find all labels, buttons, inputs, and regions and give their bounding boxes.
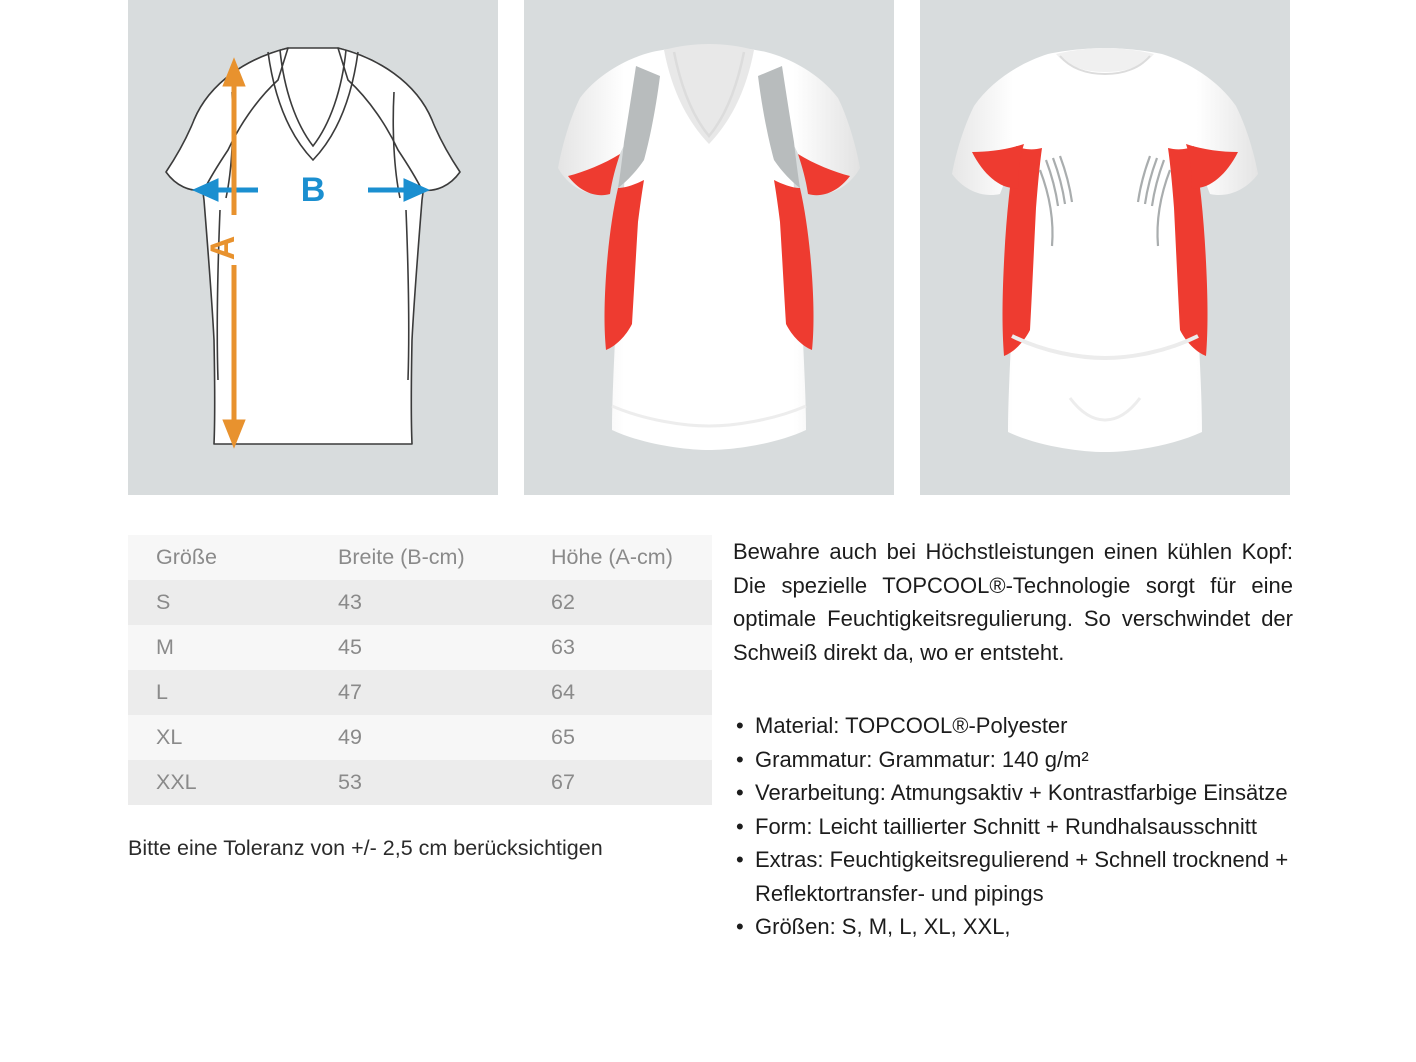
cell-width: 49 (338, 725, 362, 749)
spec-text: Extras: Feuchtigkeitsregulierend + Schne… (755, 847, 1289, 906)
bullet-icon: • (736, 746, 744, 772)
cell-height: 67 (551, 770, 575, 794)
list-item: • Grammatur: Grammatur: 140 g/m² (733, 743, 1299, 777)
width-measure-arrow (191, 178, 431, 202)
cell-width: 47 (338, 680, 362, 704)
bullet-icon: • (736, 713, 744, 738)
cell-width: 45 (338, 635, 362, 659)
description-column: Bewahre auch bei Höchstleistungen einen … (733, 535, 1293, 944)
size-chart-table: Größe Breite (B-cm) Höhe (A-cm) S 43 62 … (128, 535, 712, 805)
table-row: L 47 64 (128, 670, 712, 715)
list-item: • Verarbeitung: Atmungsaktiv + Kontrastf… (733, 776, 1299, 810)
height-label-A: A (204, 236, 242, 261)
reflector-marking-right (1136, 155, 1172, 247)
bullet-icon: • (736, 813, 744, 839)
table-row: M 45 63 (128, 625, 712, 670)
cell-width: 53 (338, 770, 362, 794)
column-header-width: Breite (B-cm) (338, 545, 465, 569)
cell-size: M (156, 635, 174, 659)
table-row: S 43 62 (128, 580, 712, 625)
bullet-icon: • (736, 780, 744, 805)
cell-width: 43 (338, 590, 362, 614)
product-image-front-view[interactable] (524, 0, 894, 495)
product-image-gallery: B A (128, 0, 1290, 495)
spec-text: Material: TOPCOOL®-Polyester (755, 713, 1068, 738)
cell-height: 65 (551, 725, 575, 749)
bullet-icon: • (736, 914, 744, 939)
list-item: • Form: Leicht taillierter Schnitt + Run… (733, 810, 1299, 844)
cell-height: 63 (551, 635, 575, 659)
table-header-row: Größe Breite (B-cm) Höhe (A-cm) (128, 535, 712, 580)
column-header-size: Größe (156, 545, 217, 569)
size-chart-column: Größe Breite (B-cm) Höhe (A-cm) S 43 62 … (128, 535, 712, 861)
product-description-intro: Bewahre auch bei Höchstleistungen einen … (733, 539, 1293, 665)
reflector-marking-left (1038, 155, 1074, 247)
cell-size: L (156, 680, 168, 704)
table-row: XXL 53 67 (128, 760, 712, 805)
list-item: • Extras: Feuchtigkeitsregulierend + Sch… (733, 843, 1299, 910)
tolerance-note: Bitte eine Toleranz von +/- 2,5 cm berüc… (128, 836, 603, 860)
table-row: XL 49 65 (128, 715, 712, 760)
product-image-technical-drawing[interactable]: B A (128, 0, 498, 495)
list-item: • Material: TOPCOOL®-Polyester (733, 709, 1299, 743)
width-label-B: B (301, 171, 326, 209)
product-image-back-view[interactable] (920, 0, 1290, 495)
cell-height: 64 (551, 680, 575, 704)
cell-height: 62 (551, 590, 575, 614)
cell-size: XXL (156, 770, 197, 794)
spec-text: Verarbeitung: Atmungsaktiv + Kontrastfar… (755, 780, 1288, 805)
list-item: • Größen: S, M, L, XL, XXL, (733, 910, 1299, 944)
cell-size: XL (156, 725, 183, 749)
spec-text: Form: Leicht taillierter Schnitt + Rundh… (755, 813, 1257, 839)
bullet-icon: • (736, 847, 744, 872)
column-header-height: Höhe (A-cm) (551, 545, 673, 569)
product-specs-list: • Material: TOPCOOL®-Polyester • Grammat… (733, 709, 1299, 944)
spec-text: Grammatur: Grammatur: 140 g/m² (755, 746, 1089, 772)
height-measure-arrow (222, 57, 246, 449)
spec-text: Größen: S, M, L, XL, XXL, (755, 914, 1011, 939)
cell-size: S (156, 590, 171, 614)
